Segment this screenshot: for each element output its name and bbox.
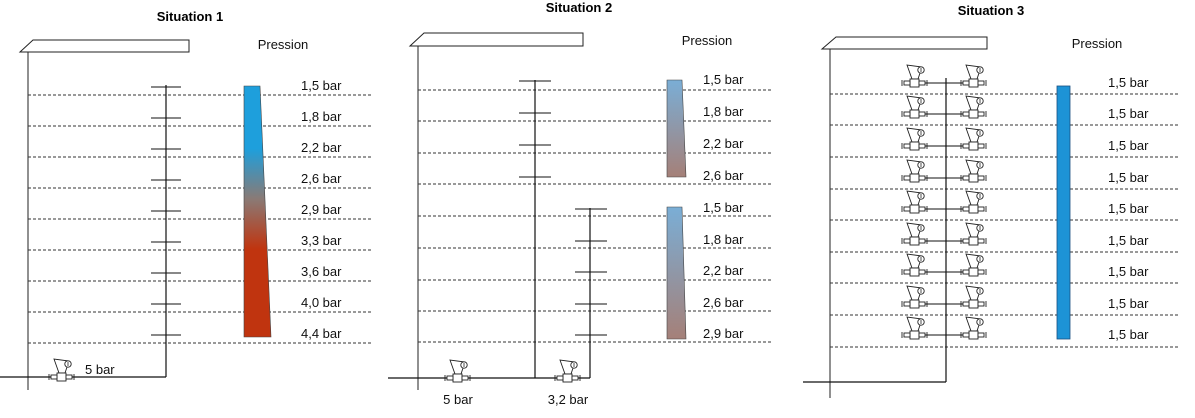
situation-3-pressure-reducer-valve-icon	[901, 95, 928, 119]
situation-3-pressure-label: 1,5 bar	[1108, 106, 1149, 121]
situation-3-pressure-label: 1,5 bar	[1108, 170, 1149, 185]
situation-2-branch-ticks	[519, 80, 607, 336]
situation-3-pressure-label: 1,5 bar	[1108, 296, 1149, 311]
situation-2-pressure-bar-upper	[666, 79, 687, 178]
situation-2-pressure-bar-lower	[666, 206, 687, 340]
situation-2-pression-label: Pression	[682, 33, 733, 48]
situation-3-pressure-bar	[1056, 85, 1071, 340]
situation-3-roof	[820, 36, 988, 50]
situation-2-pressure-reducer-valve-icon	[444, 359, 471, 383]
situation-3-pressure-reducer-valve-icon	[901, 64, 928, 88]
situation-3-pressure-label: 1,5 bar	[1108, 138, 1149, 153]
situation-1-pressure-reducer-valve-icon	[48, 358, 75, 382]
situation-1-pressure-label: 3,6 bar	[301, 264, 342, 279]
situation-2-pressure-label: 2,2 bar	[703, 136, 744, 151]
situation-3-pressure-reducer-valve-icon	[960, 222, 987, 246]
situation-2-pressure-label: 2,2 bar	[703, 263, 744, 278]
situation-3-pressure-reducer-valve-icon	[901, 285, 928, 309]
situation-2-pressure-reducer-valve-icon	[554, 359, 581, 383]
situation-3-pressure-reducer-valve-icon	[960, 285, 987, 309]
situation-2-pressure-label: 2,6 bar	[703, 168, 744, 183]
situation-2-roof	[408, 32, 584, 47]
situation-2-pressure-label: 1,5 bar	[703, 72, 744, 87]
situation-3-pressure-reducer-valve-icon	[960, 316, 987, 340]
situation-1-pressure-label: 3,3 bar	[301, 233, 342, 248]
situation-1-pression-label: Pression	[258, 37, 309, 52]
situation-3-pressure-reducer-valve-icon	[960, 127, 987, 151]
situation-3-pressure-label: 1,5 bar	[1108, 75, 1149, 90]
situation-2-supply-pressure: 3,2 bar	[548, 392, 589, 407]
situation-2-pressure-label: 1,8 bar	[703, 232, 744, 247]
situation-3-pressure-reducer-valve-icon	[960, 253, 987, 277]
situation-3-valve-column-right	[960, 64, 987, 340]
situation-1: Situation 1 Pression	[0, 9, 373, 390]
situation-3-pressure-reducer-valve-icon	[901, 316, 928, 340]
situation-2-pressure-labels: 1,5 bar 1,8 bar 2,2 bar 2,6 bar 1,5 bar …	[703, 72, 744, 341]
situation-2-title: Situation 2	[546, 0, 612, 15]
situation-3-pressure-reducer-valve-icon	[901, 127, 928, 151]
situation-1-pressure-label: 1,5 bar	[301, 78, 342, 93]
situation-1-pressure-labels: 1,5 bar 1,8 bar 2,2 bar 2,6 bar 2,9 bar …	[301, 78, 342, 341]
situation-2-pressure-label: 1,8 bar	[703, 104, 744, 119]
situation-3: Situation 3 Pression	[803, 3, 1180, 398]
situation-2: Situation 2 Pression	[388, 0, 773, 407]
situation-1-title: Situation 1	[157, 9, 223, 24]
situation-3-title: Situation 3	[958, 3, 1024, 18]
situation-3-pressure-reducer-valve-icon	[901, 222, 928, 246]
situation-1-pressure-label: 4,4 bar	[301, 326, 342, 341]
situation-3-pressure-label: 1,5 bar	[1108, 201, 1149, 216]
situation-3-valve-column-left	[901, 64, 928, 340]
situation-2-supply-pressure: 5 bar	[443, 392, 473, 407]
situation-1-pressure-label: 2,6 bar	[301, 171, 342, 186]
situation-1-roof	[18, 39, 190, 53]
situation-3-pressure-label: 1,5 bar	[1108, 264, 1149, 279]
situation-1-branch-ticks	[151, 86, 181, 336]
situation-1-pressure-bar	[243, 85, 272, 338]
situation-1-supply-pressure: 5 bar	[85, 362, 115, 377]
situation-3-pressure-reducer-valve-icon	[960, 64, 987, 88]
situation-1-pressure-label: 4,0 bar	[301, 295, 342, 310]
situation-3-pressure-reducer-valve-icon	[901, 253, 928, 277]
situation-3-pressure-reducer-valve-icon	[960, 95, 987, 119]
situation-2-floor-lines	[418, 89, 773, 343]
situation-1-pressure-label: 1,8 bar	[301, 109, 342, 124]
situation-1-pressure-label: 2,2 bar	[301, 140, 342, 155]
situation-3-pressure-label: 1,5 bar	[1108, 327, 1149, 342]
situation-3-pressure-reducer-valve-icon	[960, 190, 987, 214]
situation-1-floor-lines	[28, 94, 373, 344]
situation-3-pressure-reducer-valve-icon	[901, 159, 928, 183]
situation-2-pressure-label: 2,9 bar	[703, 326, 744, 341]
situation-2-pressure-label: 1,5 bar	[703, 200, 744, 215]
situation-1-pressure-label: 2,9 bar	[301, 202, 342, 217]
situation-3-pressure-label: 1,5 bar	[1108, 233, 1149, 248]
situation-2-pressure-label: 2,6 bar	[703, 295, 744, 310]
situation-3-floor-lines	[830, 93, 1180, 348]
situation-3-pressure-reducer-valve-icon	[901, 190, 928, 214]
situation-3-pression-label: Pression	[1072, 36, 1123, 51]
situation-3-pressure-reducer-valve-icon	[960, 159, 987, 183]
situation-3-pressure-labels: 1,5 bar 1,5 bar 1,5 bar 1,5 bar 1,5 bar …	[1108, 75, 1149, 342]
